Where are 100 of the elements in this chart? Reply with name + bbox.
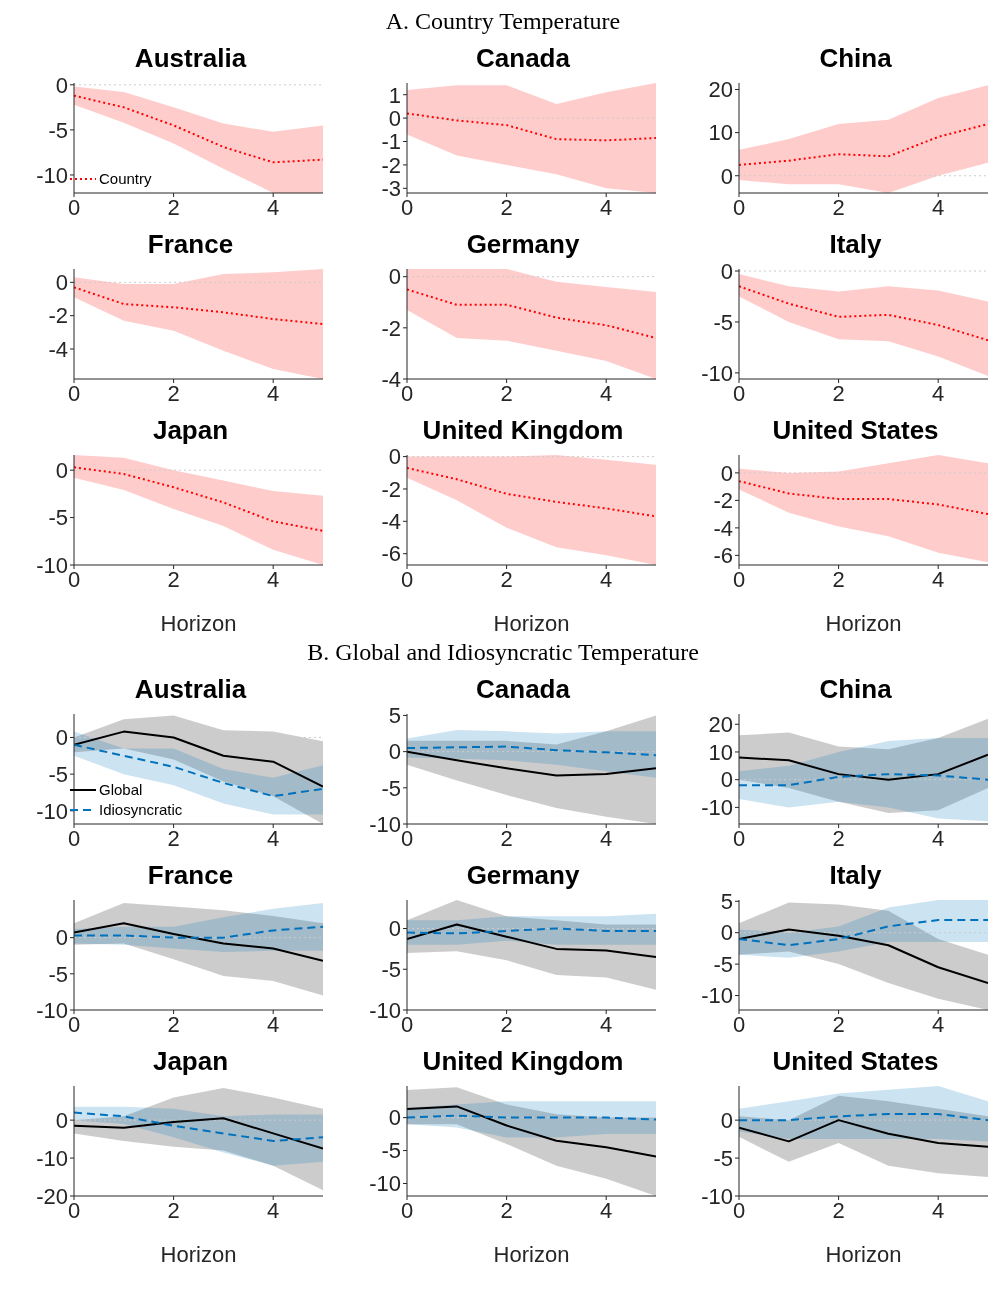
line-series [739,753,988,781]
x-tick-label: 4 [267,1011,280,1037]
x-tick-label: 2 [167,194,180,220]
x-tick-label: 2 [499,566,513,592]
chart-title: United States [771,1046,940,1078]
y-tick-label: -3 [380,176,401,202]
chart-title: China [818,674,893,706]
x-tick-label: 2 [832,1197,845,1223]
line-series [739,122,988,166]
chart-title: United Kingdom [421,1046,625,1078]
x-tick-label: 2 [167,566,180,592]
line-series [739,285,988,342]
x-axis-title: Horizon [160,1242,237,1267]
chart-title: United States [771,415,940,447]
y-tick-label: -5 [380,957,401,983]
y-tick-label: 0 [388,264,401,290]
y-tick-label: -6 [380,541,401,567]
line-series [406,466,656,518]
x-tick-label: 2 [832,380,845,406]
y-tick-label: 20 [708,77,733,103]
line-series [74,743,323,798]
line-series [406,923,656,959]
x-tick-label: 2 [832,194,845,220]
line-series [406,745,656,757]
y-tick-label: 0 [388,739,401,765]
y-tick-label: -10 [36,162,68,188]
x-tick-label: 4 [932,566,945,592]
chart-title: Australia [133,674,248,706]
y-tick-label: 5 [720,889,733,915]
x-tick-label: 4 [599,194,612,220]
y-tick-label: 0 [55,270,68,296]
y-tick-label: 0 [388,916,401,942]
y-tick-label: 10 [708,120,733,146]
y-tick-label: -5 [48,761,68,787]
line-series [74,925,323,939]
y-tick-label: -10 [36,1145,68,1171]
x-tick-label: 4 [599,1197,612,1223]
line-series [739,773,988,787]
y-tick-label: -4 [380,509,401,535]
x-tick-label: 2 [499,1011,513,1037]
y-tick-label: -10 [368,811,401,837]
x-axis-title: Horizon [825,611,902,636]
chart-title: France [146,229,235,261]
line-series [74,1117,323,1150]
y-tick-label: 0 [720,767,733,793]
chart-title: Japan [151,415,230,447]
x-tick-label: 4 [267,1197,280,1223]
x-axis-title: Horizon [160,611,237,636]
x-tick-label: 2 [499,194,513,220]
x-tick-label: 2 [832,1011,845,1037]
y-tick-label: -10 [701,983,733,1009]
x-tick-label: 4 [932,1197,945,1223]
y-tick-label: -10 [36,552,68,578]
x-tick-label: 2 [832,566,845,592]
line-series [739,919,988,947]
y-tick-label: 0 [720,1107,733,1133]
y-tick-label: 0 [55,72,68,98]
chart-title: Japan [151,1046,230,1078]
y-tick-label: 0 [55,725,68,751]
y-tick-label: -5 [713,309,733,335]
x-axis-title: Horizon [493,611,569,636]
y-tick-label: -5 [380,775,401,801]
y-tick-label: -1 [380,129,401,155]
x-tick-label: 4 [932,825,945,851]
y-tick-label: 10 [708,739,733,765]
x-tick-label: 4 [267,825,280,851]
y-tick-label: -5 [48,505,68,531]
y-tick-label: -20 [36,1183,68,1209]
x-tick-label: 2 [167,1011,180,1037]
x-tick-label: 4 [267,566,280,592]
chart-title: Italy [829,229,882,259]
y-tick-label: -5 [48,117,68,143]
text: A. Country Temperature [384,8,622,35]
y-tick-label: -4 [380,366,401,392]
chart-title: France [146,860,235,892]
y-tick-label: -10 [368,1171,401,1197]
chart-title: China [818,43,893,75]
y-tick-label: -2 [380,476,401,502]
x-tick-label: 2 [167,380,180,406]
y-tick-label: -5 [48,961,68,987]
y-tick-label: -2 [380,152,401,178]
line-series [406,112,656,142]
legend-label: Idiosyncratic [99,800,183,820]
y-tick-label: -4 [48,336,68,362]
y-tick-label: 1 [388,82,401,108]
y-tick-label: 20 [708,712,733,738]
y-tick-label: 0 [720,163,733,189]
chart-title: Germany [465,860,581,892]
x-tick-label: 2 [499,825,513,851]
y-tick-label: 0 [720,460,733,486]
text: B. Global and Idiosyncratic Temperature [306,639,700,666]
x-tick-label: 4 [267,194,280,220]
y-tick-label: 0 [720,920,733,946]
line-series [739,480,988,516]
line-series [406,288,656,340]
line-series [74,922,323,962]
y-tick-label: -10 [701,795,733,821]
line-series [74,286,323,325]
y-tick-label: -10 [368,997,401,1023]
line-series [74,94,323,164]
